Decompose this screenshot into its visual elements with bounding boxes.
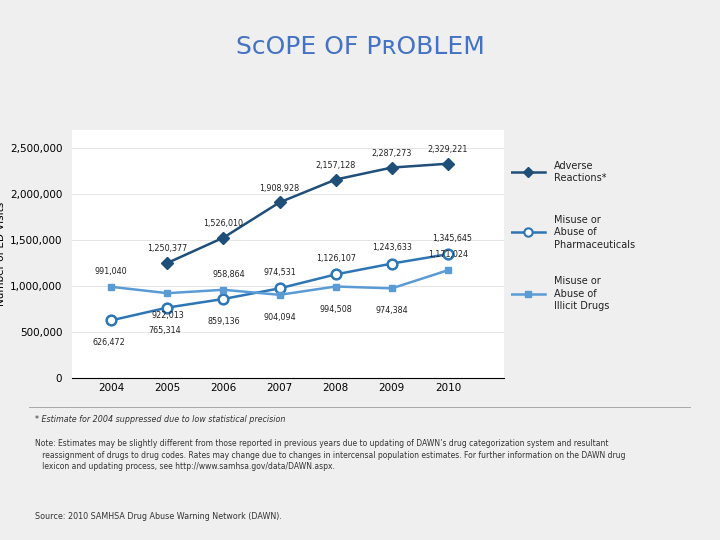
Text: 2,287,273: 2,287,273 xyxy=(372,149,412,158)
Text: 974,531: 974,531 xyxy=(264,268,296,277)
Text: 1,908,928: 1,908,928 xyxy=(259,184,300,193)
Text: 1,126,107: 1,126,107 xyxy=(315,254,356,264)
Text: 1,345,645: 1,345,645 xyxy=(432,234,472,243)
Text: Misuse or
Abuse of
Illicit Drugs: Misuse or Abuse of Illicit Drugs xyxy=(554,276,610,311)
Text: 1,250,377: 1,250,377 xyxy=(148,244,187,253)
Text: 1,171,024: 1,171,024 xyxy=(428,250,468,259)
Text: 2,329,221: 2,329,221 xyxy=(428,145,468,154)
Text: 922,013: 922,013 xyxy=(151,311,184,320)
Text: 859,136: 859,136 xyxy=(207,317,240,326)
Text: 974,384: 974,384 xyxy=(375,306,408,315)
Text: Misuse or
Abuse of
Pharmaceuticals: Misuse or Abuse of Pharmaceuticals xyxy=(554,215,635,249)
Text: SᴄOPE OF PʀOBLEM: SᴄOPE OF PʀOBLEM xyxy=(235,35,485,59)
Text: Note: Estimates may be slightly different from those reported in previous years : Note: Estimates may be slightly differen… xyxy=(35,438,626,471)
Text: Source: 2010 SAMHSA Drug Abuse Warning Network (DAWN).: Source: 2010 SAMHSA Drug Abuse Warning N… xyxy=(35,512,282,522)
Text: 1,526,010: 1,526,010 xyxy=(204,219,243,228)
Text: 991,040: 991,040 xyxy=(95,267,127,276)
Text: 904,094: 904,094 xyxy=(264,313,296,322)
Text: 626,472: 626,472 xyxy=(92,339,125,347)
Text: 994,508: 994,508 xyxy=(319,305,352,314)
Text: 958,864: 958,864 xyxy=(212,269,246,279)
Y-axis label: Number of ED Visits: Number of ED Visits xyxy=(0,201,6,306)
Text: 765,314: 765,314 xyxy=(148,326,181,335)
Text: * Estimate for 2004 suppressed due to low statistical precision: * Estimate for 2004 suppressed due to lo… xyxy=(35,415,286,424)
Text: 2,157,128: 2,157,128 xyxy=(315,161,356,170)
Text: 1,243,633: 1,243,633 xyxy=(372,244,412,253)
Text: Adverse
Reactions*: Adverse Reactions* xyxy=(554,161,607,184)
